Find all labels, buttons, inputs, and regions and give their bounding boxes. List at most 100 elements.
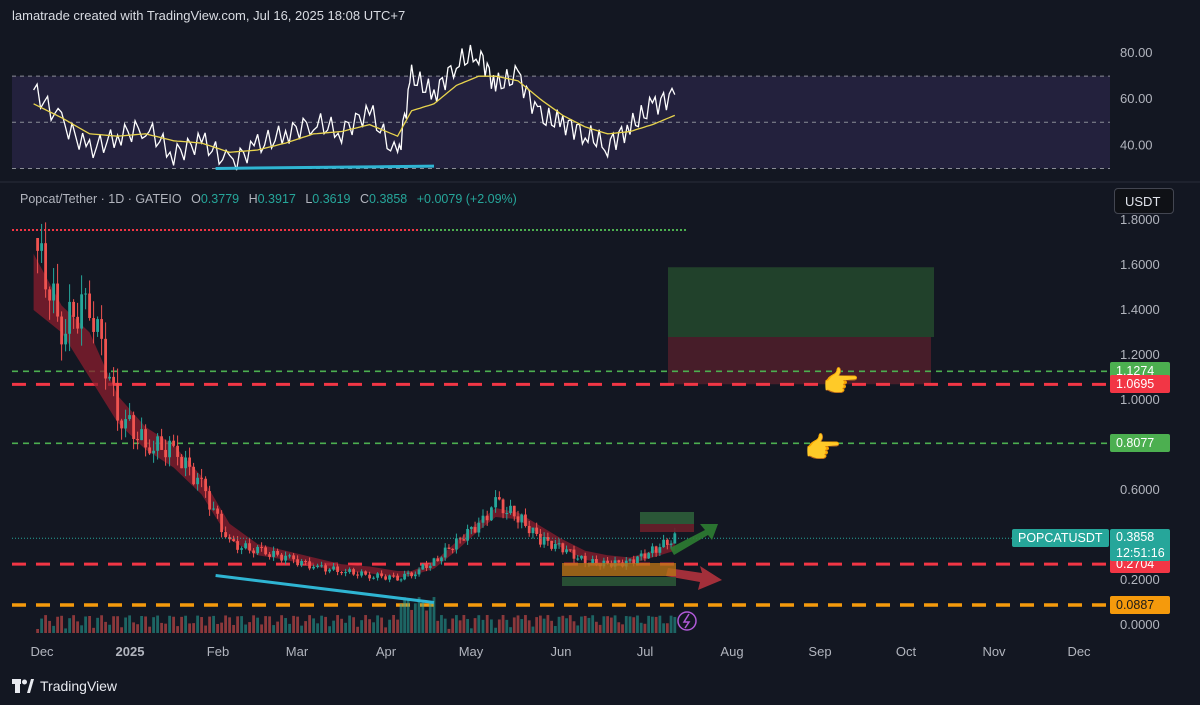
candle-body (403, 573, 406, 580)
candle-body (200, 477, 203, 479)
price-badge: 0.0887 (1110, 596, 1170, 615)
volume-bar (248, 622, 251, 633)
rsi-ma-line (33, 75, 676, 153)
candle-body (172, 440, 175, 446)
symbol-legend: Popcat/Tether · 1D · GATEIO O0.3779 H0.3… (20, 192, 517, 206)
legend-pair[interactable]: Popcat/Tether · 1D · GATEIO (20, 192, 182, 206)
candle-body (580, 555, 583, 559)
pointing-hand-icon: 👉 (822, 365, 859, 399)
volume-bar (440, 615, 443, 633)
tradingview-logo-icon (12, 679, 34, 693)
candle-body (156, 436, 159, 451)
candle-body (396, 575, 399, 581)
candle-body (88, 293, 91, 319)
currency-button[interactable]: USDT (1114, 188, 1174, 214)
candle-body (654, 546, 658, 553)
candle-body (568, 549, 572, 551)
volume-bar (376, 615, 379, 633)
volume-bar (136, 624, 139, 633)
volume-bar (550, 620, 553, 633)
candle-body (76, 316, 79, 329)
volume-bar (324, 616, 327, 633)
candle-body (673, 533, 677, 544)
volume-bar (632, 617, 636, 633)
volume-bars (36, 597, 677, 633)
volume-bar (406, 599, 410, 633)
volume-bar (36, 629, 39, 633)
volume-bar (654, 616, 658, 633)
rsi-divergence-line (215, 164, 435, 170)
volume-bar (72, 615, 75, 633)
volume-bar (328, 626, 331, 633)
volume-bar (617, 622, 621, 633)
candle-body (436, 558, 440, 562)
candle-body (417, 569, 421, 575)
volume-bar (447, 628, 451, 633)
replay-icon[interactable] (677, 611, 697, 631)
candle-body (364, 571, 367, 575)
candle-body (376, 573, 379, 578)
candle-body (232, 539, 235, 542)
candle-body (546, 537, 550, 541)
volume-bar (332, 620, 335, 633)
candle-body (509, 505, 512, 514)
candle-body (628, 559, 632, 561)
candle-body (368, 574, 371, 579)
volume-bar (396, 619, 399, 633)
candle-body (632, 559, 636, 564)
volume-bar (40, 618, 43, 633)
candle-body (296, 559, 299, 566)
time-tick-label: Mar (286, 644, 309, 659)
volume-bar (176, 626, 179, 633)
volume-bar (340, 618, 343, 633)
price-divergence-line (215, 574, 435, 604)
level-lines (12, 370, 1110, 607)
candle-body (236, 541, 239, 550)
candle-body (447, 547, 451, 549)
candle-body (240, 548, 243, 550)
time-axis[interactable]: Dec 2025 Feb Mar Apr May Jun Jul Aug Sep Oct Nov Dec (30, 644, 1091, 659)
volume-bar (583, 615, 587, 633)
volume-bar (436, 620, 440, 633)
volume-bar (576, 625, 580, 633)
candle-body (268, 554, 271, 557)
volume-bar (643, 623, 647, 633)
chart-credit: lamatrade created with TradingView.com, … (12, 8, 406, 23)
candle-body (72, 301, 75, 317)
volume-bar (60, 615, 63, 633)
volume-bar (658, 615, 662, 633)
candle-body (204, 478, 207, 492)
candle-body (451, 548, 455, 550)
candle-body (348, 569, 351, 573)
volume-bar (662, 623, 665, 633)
volume-bar (280, 615, 283, 633)
volume-bar (561, 615, 565, 633)
candle-body (280, 554, 283, 561)
candle-body (669, 543, 673, 545)
candle-body (606, 560, 609, 564)
price-panel: 👉 👉 1.80001.60001.40001.20001.00000.8000… (12, 212, 1160, 659)
volume-bar (268, 616, 271, 633)
volume-bar (524, 615, 527, 633)
candle-body (485, 515, 489, 521)
price-tick-label: 1.6000 (1120, 257, 1160, 272)
volume-bar (164, 623, 167, 633)
candle-body (542, 537, 546, 545)
volume-bar (48, 620, 51, 633)
candle-body (651, 546, 654, 554)
time-tick-label: Jun (551, 644, 572, 659)
candle-body (68, 301, 71, 334)
volume-bar (52, 625, 55, 633)
volume-bar (413, 603, 417, 633)
candle-body (272, 550, 275, 557)
volume-bar (388, 619, 391, 633)
volume-bar (384, 627, 387, 633)
candle-body (565, 549, 568, 553)
tradingview-logo-text: TradingView (40, 678, 118, 694)
tradingview-logo[interactable]: TradingView (12, 678, 117, 694)
candle-body (48, 289, 51, 301)
volume-bar (591, 615, 595, 633)
candle-body (384, 576, 387, 580)
candle-body (168, 440, 171, 458)
